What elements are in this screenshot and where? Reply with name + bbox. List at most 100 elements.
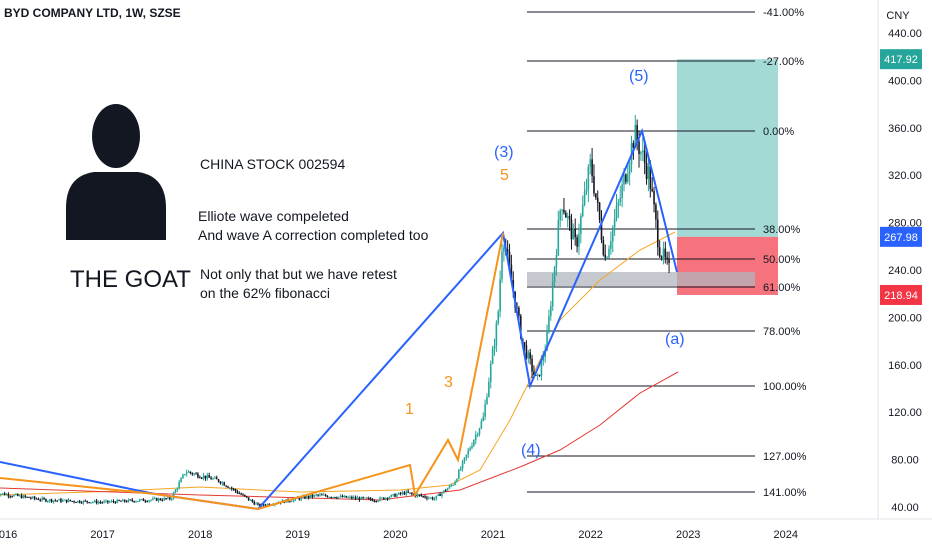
candle-body	[354, 497, 357, 499]
candle-body	[499, 279, 501, 312]
candle-body	[187, 471, 190, 473]
candle-body	[506, 249, 509, 252]
x-tick-label: 2018	[188, 529, 212, 541]
candle-body	[488, 381, 490, 397]
price-badge	[880, 49, 922, 70]
candle-body	[493, 345, 496, 349]
candle-body	[31, 496, 34, 499]
candle-body	[140, 498, 143, 500]
candle-body	[658, 247, 661, 257]
candle-body	[229, 487, 231, 489]
candle-body	[604, 254, 607, 258]
candle-body	[550, 306, 552, 316]
candle-body	[643, 150, 646, 163]
candle-body	[247, 497, 250, 501]
candle-body	[195, 473, 197, 475]
currency-label: CNY	[886, 10, 910, 22]
candle-body	[458, 470, 460, 479]
candle-body	[163, 498, 165, 501]
candle-body	[58, 499, 60, 501]
x-tick-label: 2019	[286, 529, 310, 541]
elliott-wave-orange	[0, 232, 504, 511]
candle-body	[426, 497, 428, 499]
candle-body	[501, 251, 503, 280]
candle-body	[236, 491, 239, 494]
candle-body	[382, 497, 385, 500]
candle-body	[551, 281, 554, 307]
candle-body	[7, 494, 10, 497]
candle-body	[123, 499, 126, 502]
candle-body	[311, 494, 314, 497]
candle-body	[469, 448, 471, 451]
candle-body	[129, 499, 132, 501]
stock-label: CHINA STOCK 002594	[200, 156, 346, 172]
candle-body	[666, 257, 668, 260]
candle-body	[28, 496, 30, 498]
candle-body	[127, 499, 130, 502]
candle-body	[82, 500, 85, 503]
candle-body	[65, 499, 68, 503]
candle-body	[146, 501, 149, 503]
candle-body	[433, 498, 436, 500]
x-tick-label: 2022	[578, 529, 602, 541]
candle-body	[39, 499, 42, 501]
candle-body	[118, 499, 120, 501]
candle-body	[632, 143, 635, 148]
candle-body	[16, 494, 19, 496]
y-tick-label: 200.00	[888, 312, 922, 324]
candle-body	[324, 494, 327, 496]
candle-body	[660, 256, 663, 258]
candle-body	[193, 473, 195, 475]
candle-body	[653, 191, 655, 205]
candle-body	[446, 488, 449, 491]
candle-body	[484, 404, 486, 417]
candle-body	[497, 311, 500, 324]
y-tick-label: 440.00	[888, 28, 922, 40]
candle-body	[60, 499, 62, 502]
x-tick-label: 2021	[481, 529, 505, 541]
candle-body	[617, 201, 620, 206]
price-badge-text: 218.94	[884, 290, 918, 302]
candle-body	[553, 266, 556, 282]
candle-body	[122, 499, 124, 502]
candle-body	[180, 478, 182, 483]
fib-label: 61.00%	[763, 282, 801, 294]
candle-body	[625, 174, 627, 182]
candle-body	[255, 503, 257, 505]
candle-body	[313, 494, 316, 497]
candle-body	[88, 502, 90, 504]
candle-body	[103, 501, 105, 503]
candle-body	[336, 497, 338, 499]
candle-body	[182, 474, 184, 479]
candle-body	[334, 496, 336, 498]
candle-body	[411, 492, 413, 494]
candle-body	[125, 501, 128, 503]
candle-body	[341, 495, 344, 498]
candle-body	[454, 481, 456, 486]
candle-body	[30, 497, 32, 499]
candle-body	[217, 479, 220, 482]
candle-body	[459, 468, 462, 471]
candle-body	[638, 141, 640, 155]
candle-body	[576, 237, 578, 247]
candle-body	[533, 371, 535, 375]
candle-body	[606, 257, 608, 259]
candle-body	[251, 499, 254, 502]
candle-body	[377, 500, 379, 502]
candle-body	[379, 497, 381, 501]
candle-body	[153, 498, 156, 500]
candle-body	[152, 498, 154, 500]
candle-body	[489, 363, 492, 382]
candle-body	[107, 500, 109, 503]
candle-body	[495, 323, 498, 346]
candle-body	[352, 497, 355, 499]
candle-body	[138, 499, 141, 501]
y-tick-label: 240.00	[888, 265, 922, 277]
fib-label: 50.00%	[763, 254, 801, 266]
candle-body	[356, 497, 359, 499]
candle-body	[112, 501, 115, 503]
candle-body	[238, 493, 241, 495]
candle-body	[33, 496, 36, 499]
candle-body	[343, 495, 346, 498]
